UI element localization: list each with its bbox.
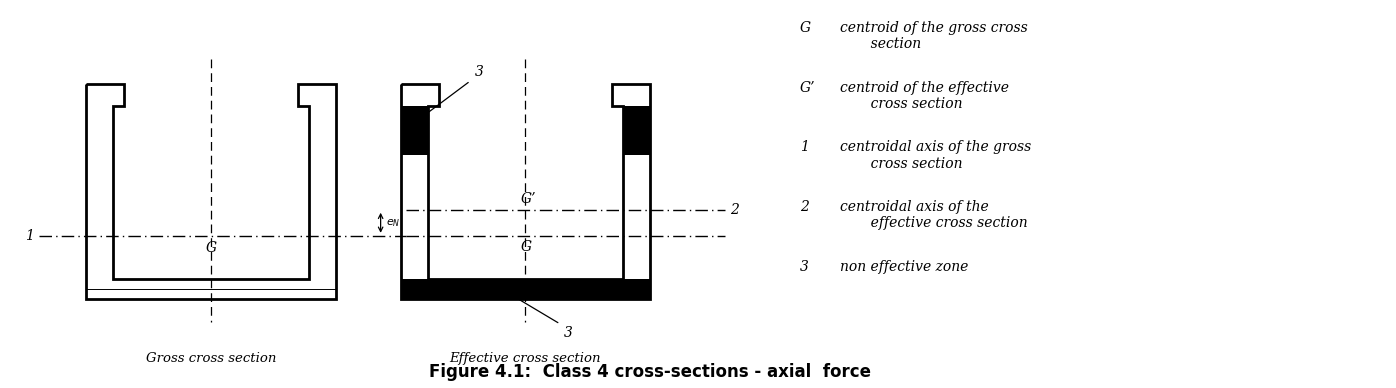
Text: G’: G’: [800, 81, 815, 95]
Text: 1: 1: [25, 229, 35, 243]
Text: G: G: [800, 21, 811, 35]
Bar: [401, 279, 651, 299]
Text: G: G: [207, 241, 218, 255]
Text: G’: G’: [521, 192, 536, 206]
Text: 3: 3: [475, 65, 483, 79]
Text: 3: 3: [564, 326, 574, 340]
Text: Figure 4.1:  Class 4 cross-sections - axial  force: Figure 4.1: Class 4 cross-sections - axi…: [429, 363, 871, 381]
Text: 2: 2: [730, 203, 738, 217]
Text: centroid of the effective
       cross section: centroid of the effective cross section: [840, 81, 1009, 111]
Text: Effective cross section: Effective cross section: [450, 352, 602, 365]
Text: 3: 3: [800, 260, 808, 274]
Text: centroidal axis of the gross
       cross section: centroidal axis of the gross cross secti…: [840, 140, 1032, 171]
Text: $e_N$: $e_N$: [385, 217, 401, 229]
Text: Gross cross section: Gross cross section: [145, 352, 276, 365]
Bar: [401, 106, 427, 155]
Text: 1: 1: [800, 140, 808, 154]
Text: centroidal axis of the
       effective cross section: centroidal axis of the effective cross s…: [840, 200, 1027, 230]
Text: G: G: [521, 240, 532, 254]
Text: 2: 2: [800, 200, 808, 214]
Text: centroid of the gross cross
       section: centroid of the gross cross section: [840, 21, 1027, 52]
Bar: [623, 106, 651, 155]
Text: non effective zone: non effective zone: [840, 260, 967, 274]
